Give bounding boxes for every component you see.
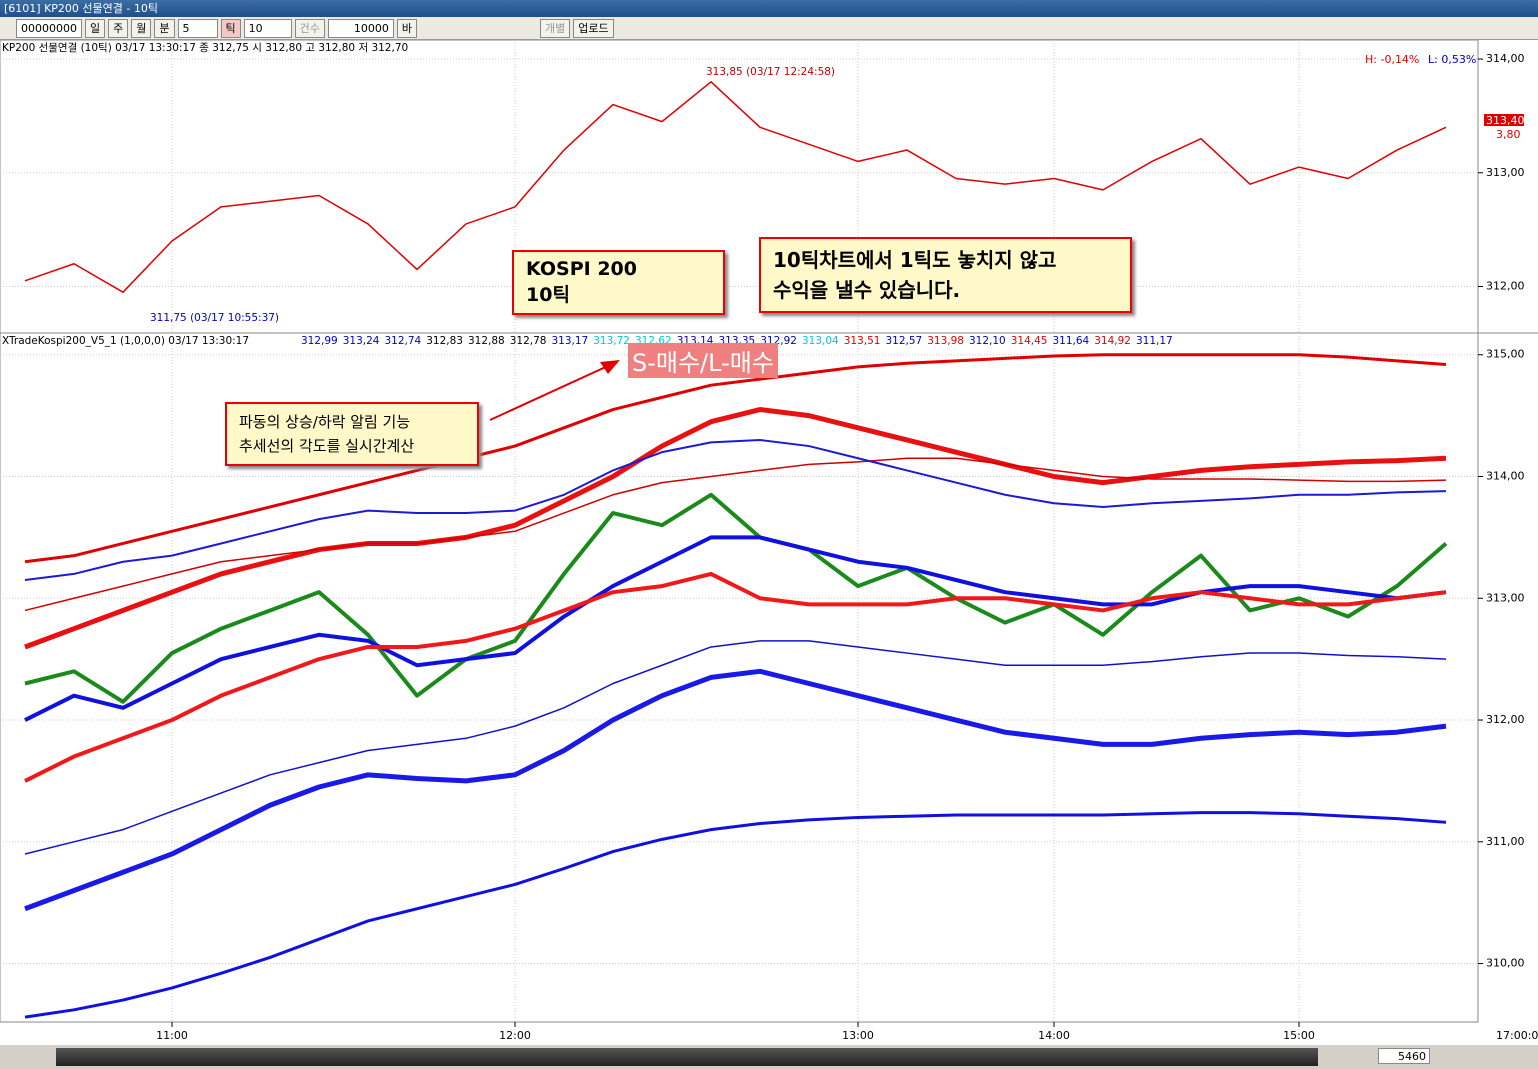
x-tick-label: 15:00: [1283, 1029, 1315, 1042]
header-value: 313,72: [593, 335, 630, 347]
header-value: 312,78: [510, 335, 547, 347]
bars-input[interactable]: 10000: [327, 18, 394, 38]
header-value: 314,45: [1011, 335, 1048, 347]
callout-line: 10틱: [526, 284, 570, 306]
callout-line: KOSPI 200: [526, 258, 637, 280]
annotation: 313,85 (03/17 12:24:58): [706, 66, 835, 78]
code-input[interactable]: 00000000: [16, 18, 82, 38]
y-tick-label: 313,00: [1486, 166, 1525, 179]
bars-count[interactable]: 5460: [1378, 1048, 1430, 1064]
price-tag: [1484, 114, 1524, 126]
arrow: [489, 364, 611, 421]
data-line: [24, 668, 1447, 912]
window-title: [6101] KP200 선물연결 - 10틱: [0, 0, 1538, 17]
header-value: 312,83: [426, 335, 463, 347]
tick-button[interactable]: 틱: [220, 18, 241, 38]
header-value: 313,51: [844, 335, 881, 347]
data-line: [24, 353, 1447, 564]
panel-frame: [0, 40, 1479, 1023]
data-line: [24, 457, 1447, 612]
change-label: 3,80: [1496, 128, 1521, 141]
chart-area: 312,00 313,00 314,00 KP200 선물연결 (10틱) 03/17…: [0, 40, 1538, 1042]
scroll-track[interactable]: [56, 1048, 1318, 1066]
ticks-select[interactable]: 10: [243, 18, 292, 38]
header-values: 312,99 313,24 312,74 312,83 312,88 312,78 313,…: [301, 335, 1173, 347]
panel-header: KP200 선물연결 (10틱) 03/17 13:30:17 종 312,75…: [2, 42, 408, 54]
high-label: H: -0,14%: [1365, 53, 1419, 66]
header-value: 311,64: [1053, 335, 1090, 347]
y-tick-label: 314,00: [1486, 52, 1525, 65]
price-tag-label: 313,40: [1486, 114, 1525, 127]
x-tick-label: 13:00: [842, 1029, 874, 1042]
header-value: 312,88: [468, 335, 505, 347]
data-line: [24, 571, 1447, 783]
period-minute[interactable]: 분: [154, 18, 175, 38]
callout: 파동의 상승/하락 알림 기능 추세선의 각도를 실시간계산: [225, 402, 479, 466]
data-line: [24, 81, 1447, 293]
header-value: 312,74: [385, 335, 422, 347]
individual-button[interactable]: 개별: [540, 18, 571, 38]
header-value: 312,99: [301, 335, 338, 347]
upload-button[interactable]: 업로드: [573, 18, 614, 38]
header-value: 312,10: [969, 335, 1006, 347]
callout-line: 10틱차트에서 1틱도 놓치지 않고: [773, 248, 1057, 272]
scrollbar: 5460: [0, 1045, 1538, 1069]
header-value: 313,98: [927, 335, 964, 347]
minutes-select[interactable]: 5: [177, 18, 218, 38]
period-week[interactable]: 주: [108, 18, 129, 38]
y-tick-label: 310,00: [1486, 957, 1525, 970]
x-tick-label: 12:00: [499, 1029, 531, 1042]
arrow-head: [600, 360, 620, 374]
data-line: [24, 438, 1447, 581]
header-value: 313,24: [343, 335, 380, 347]
callout: KOSPI 200 10틱: [512, 250, 725, 315]
x-tick-label: 11:00: [156, 1029, 188, 1042]
y-tick-label: 315,00: [1486, 348, 1525, 361]
callout: 10틱차트에서 1틱도 놓치지 않고 수익을 낼수 있습니다.: [759, 237, 1132, 313]
period-day[interactable]: 일: [85, 18, 106, 38]
signal-label: S-매수/L-매수: [628, 343, 778, 378]
data-line: [24, 640, 1447, 855]
annotation: 311,75 (03/17 10:55:37): [150, 312, 279, 324]
panel-header: XTradeKospi200_V5_1 (1,0,0,0) 03/17 13:3…: [2, 335, 249, 347]
y-tick-label: 314,00: [1486, 470, 1525, 483]
callout-line: 수익을 낼수 있습니다.: [773, 278, 961, 302]
callout-line: 파동의 상승/하락 알림 기능: [239, 413, 411, 431]
low-label: L: 0,53%: [1428, 53, 1476, 66]
header-value: 313,04: [802, 335, 839, 347]
header-value: 314,92: [1094, 335, 1131, 347]
period-month[interactable]: 월: [131, 18, 152, 38]
data-line: [24, 407, 1447, 650]
data-line: [24, 535, 1447, 722]
y-tick-label: 311,00: [1486, 835, 1525, 848]
bars-unit: 바: [396, 18, 417, 38]
callout-line: 추세선의 각도를 실시간계산: [239, 437, 415, 455]
end-time: 17:00:00: [1496, 1029, 1538, 1042]
count-mode[interactable]: 건수: [294, 18, 325, 38]
y-tick-label: 312,00: [1486, 280, 1525, 293]
data-line: [24, 492, 1448, 704]
x-tick-label: 14:00: [1038, 1029, 1070, 1042]
toolbar: 00000000 일 주 월 분 5 틱 10 건수 10000 바 개별 업로…: [0, 17, 1538, 40]
header-value: 311,17: [1136, 335, 1173, 347]
header-value: 313,17: [552, 335, 589, 347]
y-tick-label: 313,00: [1486, 591, 1525, 604]
y-tick-label: 312,00: [1486, 713, 1525, 726]
data-line: [24, 811, 1447, 1019]
header-value: 312,57: [886, 335, 923, 347]
